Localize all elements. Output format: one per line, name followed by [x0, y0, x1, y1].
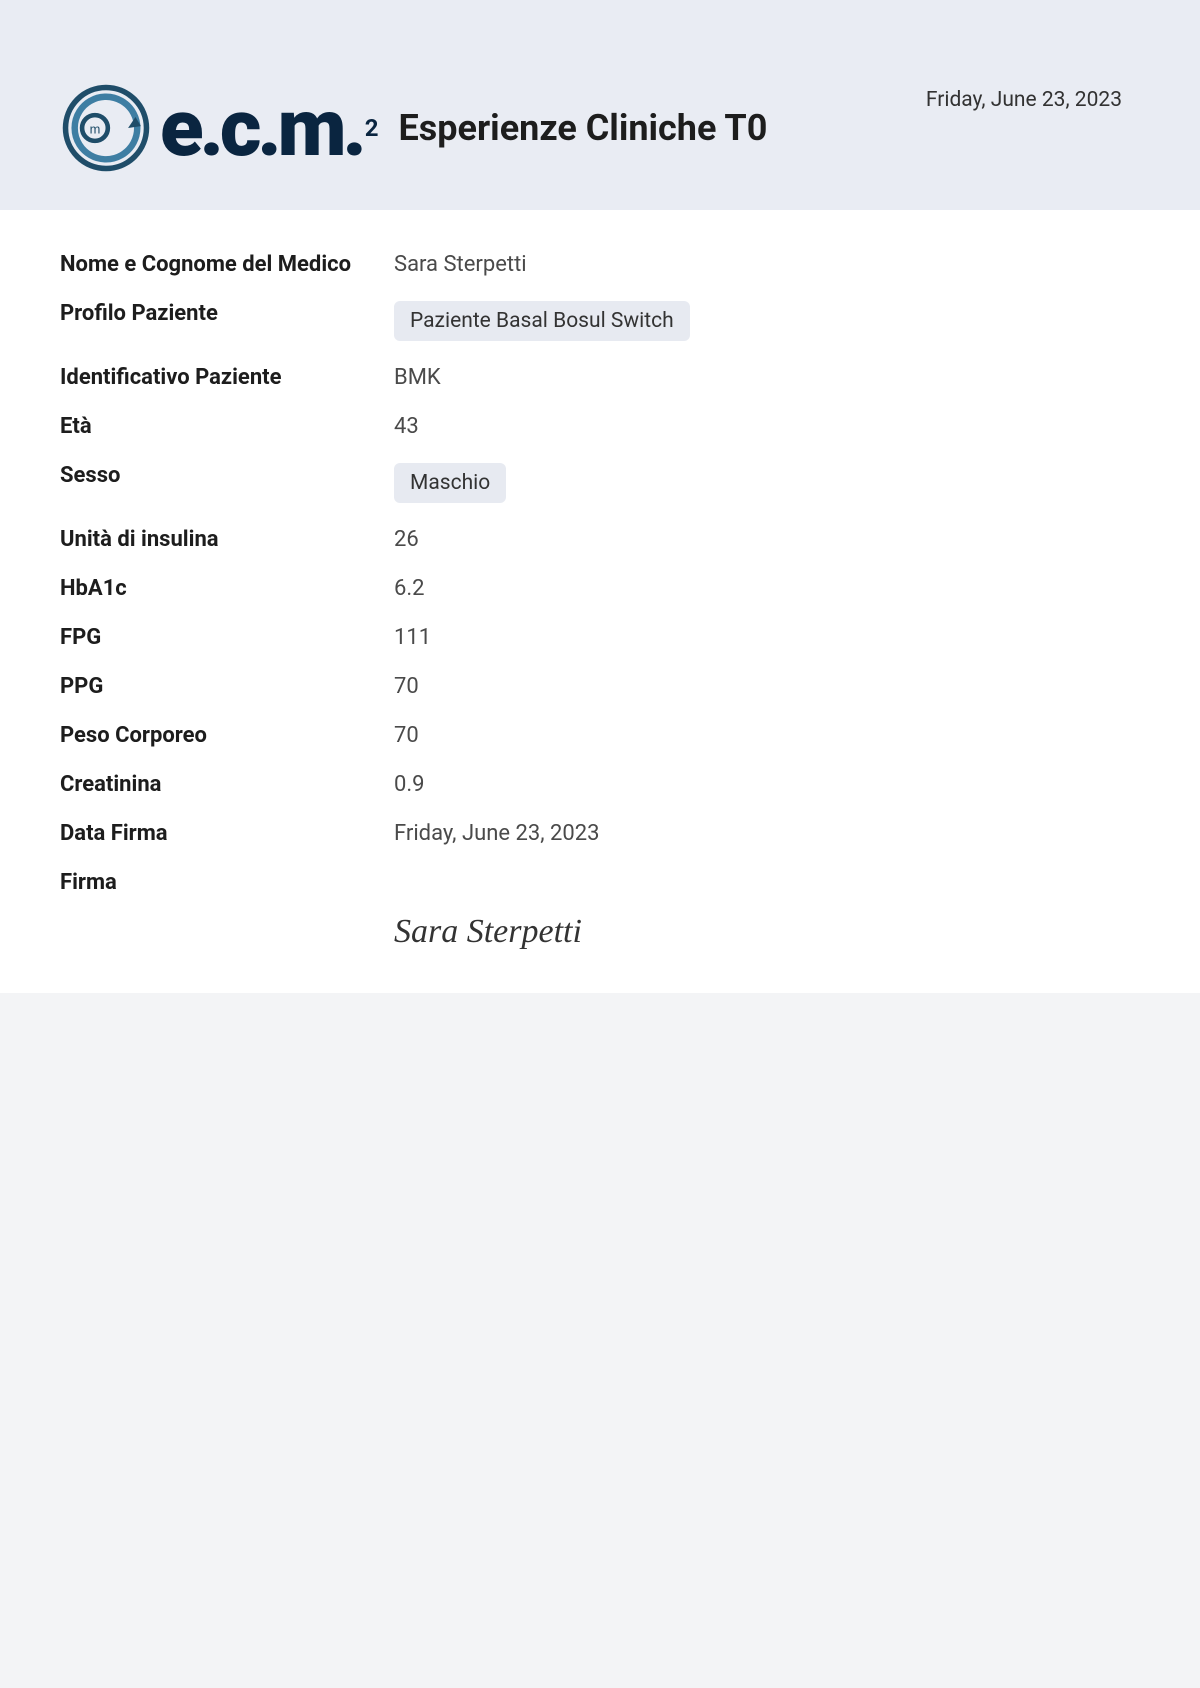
signature-handwriting: Sara Sterpetti: [394, 913, 1140, 951]
field-label: HbA1c: [60, 576, 394, 601]
field-fpg: FPG 111: [60, 625, 1140, 650]
field-label: Data Firma: [60, 821, 394, 846]
field-value: 6.2: [394, 576, 425, 601]
field-label: Identificativo Paziente: [60, 365, 394, 390]
field-age: Età 43: [60, 414, 1140, 439]
logo-text: e.c.m.: [160, 88, 363, 168]
field-label: PPG: [60, 674, 394, 699]
field-creatinine: Creatinina 0.9: [60, 772, 1140, 797]
field-insulin-units: Unità di insulina 26: [60, 527, 1140, 552]
field-label: FPG: [60, 625, 394, 650]
field-label: Sesso: [60, 463, 394, 488]
field-value: 70: [394, 723, 419, 748]
form-content: Nome e Cognome del Medico Sara Sterpetti…: [0, 210, 1200, 993]
field-value: 43: [394, 414, 419, 439]
field-hba1c: HbA1c 6.2: [60, 576, 1140, 601]
field-patient-id: Identificativo Paziente BMK: [60, 365, 1140, 390]
logo-superscript: 2: [365, 114, 379, 142]
field-label: Peso Corporeo: [60, 723, 394, 748]
field-value: 111: [394, 625, 431, 650]
field-doctor-name: Nome e Cognome del Medico Sara Sterpetti: [60, 252, 1140, 277]
field-label: Creatinina: [60, 772, 394, 797]
field-signature-date: Data Firma Friday, June 23, 2023: [60, 821, 1140, 846]
field-value: Sara Sterpetti: [394, 252, 527, 277]
field-value: Friday, June 23, 2023: [394, 821, 599, 846]
field-label: Unità di insulina: [60, 527, 394, 552]
ecm-logo-icon: m: [60, 82, 152, 174]
field-label: Firma: [60, 870, 394, 895]
field-label: Età: [60, 414, 394, 439]
field-body-weight: Peso Corporeo 70: [60, 723, 1140, 748]
field-signature: Firma: [60, 870, 1140, 895]
field-value: 0.9: [394, 772, 425, 797]
field-value: 26: [394, 527, 419, 552]
field-patient-profile: Profilo Paziente Paziente Basal Bosul Sw…: [60, 301, 1140, 341]
field-ppg: PPG 70: [60, 674, 1140, 699]
header-date: Friday, June 23, 2023: [926, 88, 1122, 112]
field-sex: Sesso Maschio: [60, 463, 1140, 503]
field-value: 70: [394, 674, 419, 699]
field-value-pill: Paziente Basal Bosul Switch: [394, 301, 690, 341]
field-label: Profilo Paziente: [60, 301, 394, 326]
svg-text:m: m: [90, 122, 101, 137]
page-title: Esperienze Cliniche T0: [399, 107, 768, 149]
field-value: BMK: [394, 365, 441, 390]
field-value-pill: Maschio: [394, 463, 506, 503]
field-label: Nome e Cognome del Medico: [60, 252, 394, 277]
document-header: Friday, June 23, 2023 m e.c.m. 2 Esperie…: [0, 0, 1200, 210]
